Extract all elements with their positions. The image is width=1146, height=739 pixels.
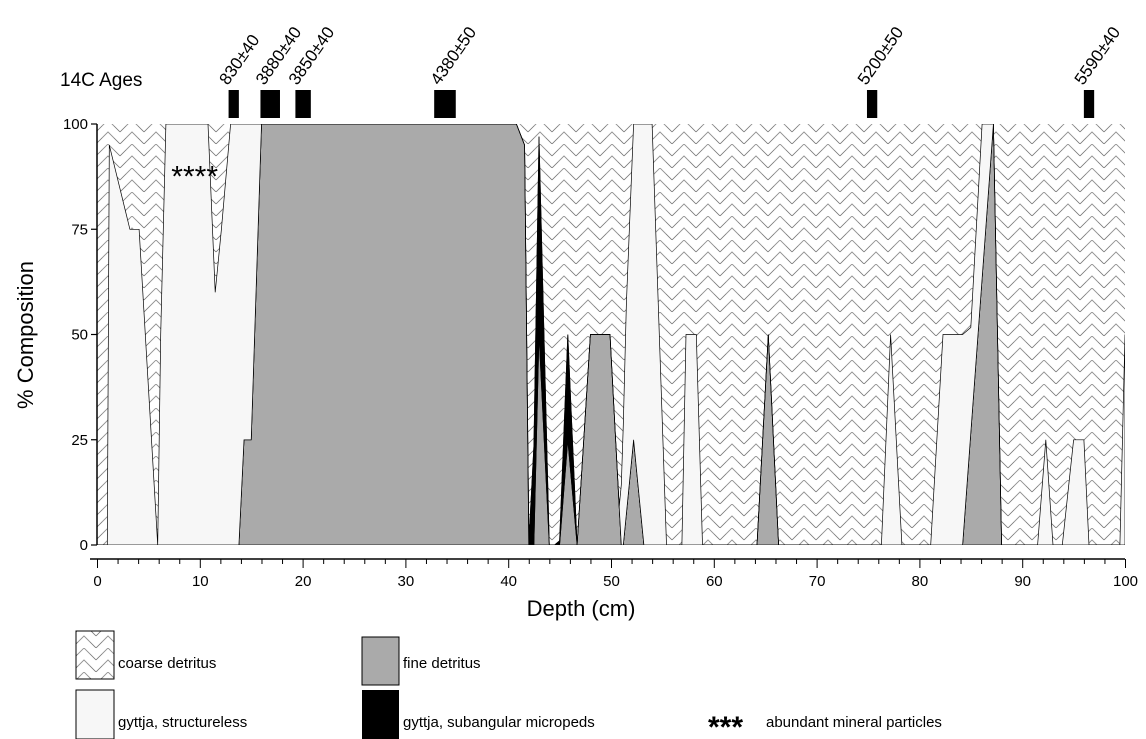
age-marker xyxy=(228,90,239,118)
age-marker xyxy=(434,90,456,118)
x-tick-label: 60 xyxy=(706,573,723,590)
x-tick-label: 20 xyxy=(295,573,312,590)
age-marker xyxy=(1083,90,1095,118)
x-tick-label: 100 xyxy=(1113,573,1138,590)
x-tick-label: 50 xyxy=(603,573,620,590)
ages-label: 14C Ages xyxy=(60,70,142,91)
legend-symbol-mineral: *** xyxy=(708,711,743,739)
legend-swatch-structureless xyxy=(75,689,115,739)
x-tick-label: 10 xyxy=(192,573,209,590)
mineral-particles-annotation: **** xyxy=(171,161,218,194)
x-tick-label: 80 xyxy=(912,573,929,590)
legend-swatch-fine xyxy=(361,636,400,686)
area-fine-detritus xyxy=(97,124,1125,545)
y-tick-label: 50 xyxy=(71,327,88,344)
age-label: 5200±50 xyxy=(854,23,907,88)
x-tick-label: 0 xyxy=(93,573,101,590)
age-marker xyxy=(260,90,280,118)
stacked-areas xyxy=(97,124,1125,545)
area-gyttja-structureless xyxy=(97,124,1125,545)
x-tick-label: 40 xyxy=(500,573,517,590)
legend-label-structureless: gyttja, structureless xyxy=(118,714,247,731)
y-tick-label: 100 xyxy=(63,116,88,133)
legend: coarse detritus fine detritus gyttja, st… xyxy=(75,630,942,739)
y-axis-title: % Composition xyxy=(13,261,38,409)
legend-swatch-micropeds xyxy=(362,690,399,739)
x-axis-title: Depth (cm) xyxy=(527,596,636,621)
y-tick-label: 25 xyxy=(71,432,88,449)
legend-label-mineral: abundant mineral particles xyxy=(766,714,942,731)
age-label: 4380±50 xyxy=(427,23,480,88)
legend-label-micropeds: gyttja, subangular micropeds xyxy=(403,714,595,731)
age-label: 5590±40 xyxy=(1071,23,1124,88)
x-tick-label: 70 xyxy=(809,573,826,590)
legend-label-coarse: coarse detritus xyxy=(118,655,216,672)
legend-swatch-coarse xyxy=(75,630,115,680)
age-marker xyxy=(866,90,878,118)
legend-label-fine: fine detritus xyxy=(403,655,481,672)
axes: 0 25 50 75 100 0 10 20 30 40 50 60 70 80 90 100 xyxy=(63,116,1138,590)
y-tick-label: 0 xyxy=(80,537,88,554)
age-marker xyxy=(295,90,311,118)
x-tick-label: 90 xyxy=(1014,573,1031,590)
x-tick-label: 30 xyxy=(398,573,415,590)
y-tick-label: 75 xyxy=(71,221,88,238)
